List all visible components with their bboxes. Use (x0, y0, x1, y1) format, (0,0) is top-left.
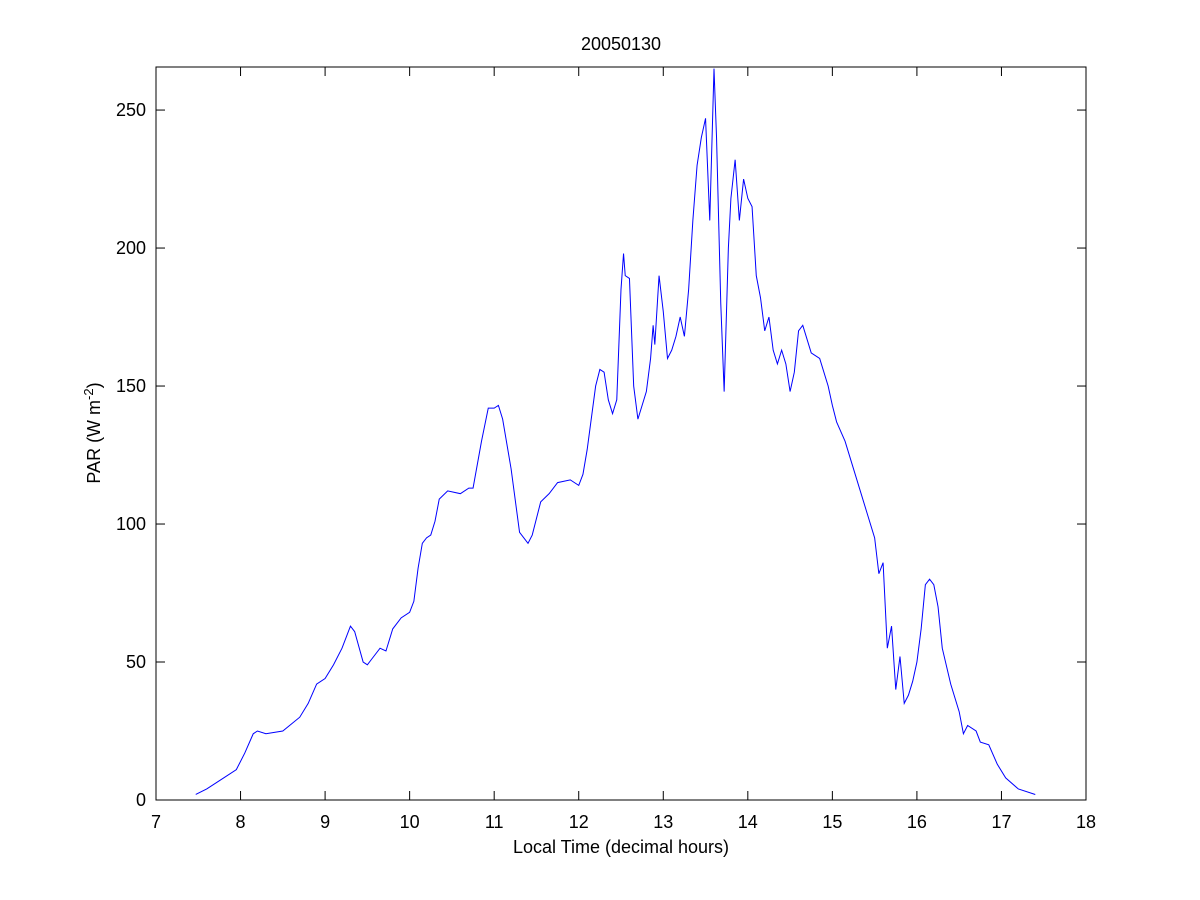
x-tick-label: 13 (653, 812, 673, 832)
y-tick-label: 150 (116, 376, 146, 396)
x-tick-label: 10 (400, 812, 420, 832)
x-tick-label: 14 (738, 812, 758, 832)
x-tick-label: 17 (991, 812, 1011, 832)
y-tick-label: 50 (126, 652, 146, 672)
x-tick-label: 9 (320, 812, 330, 832)
y-tick-label: 200 (116, 238, 146, 258)
y-tick-label: 250 (116, 100, 146, 120)
x-tick-label: 15 (822, 812, 842, 832)
x-tick-label: 18 (1076, 812, 1096, 832)
y-axis-label: PAR (W m-2) (81, 382, 104, 483)
y-tick-label: 100 (116, 514, 146, 534)
y-axis-label-text: PAR (W m (84, 400, 104, 484)
plot-frame (155, 66, 1087, 801)
x-tick-label: 8 (236, 812, 246, 832)
data-line (195, 68, 1036, 795)
chart-title: 20050130 (581, 34, 661, 54)
x-axis-label: Local Time (decimal hours) (513, 837, 729, 857)
y-tick-label: 0 (136, 790, 146, 810)
x-tick-label: 7 (151, 812, 161, 832)
x-tick-label: 12 (569, 812, 589, 832)
x-tick-label: 16 (907, 812, 927, 832)
y-axis-label-superscript: -2 (81, 388, 96, 400)
x-tick-label: 11 (485, 812, 504, 832)
y-axis-label-end: ) (84, 382, 104, 388)
